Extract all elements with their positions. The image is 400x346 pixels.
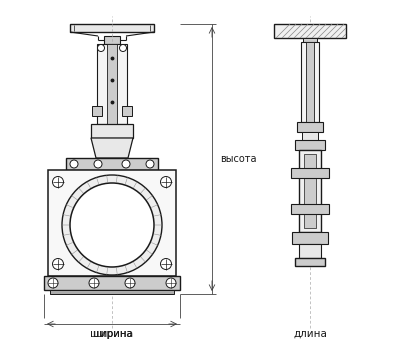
Bar [107, 44, 117, 124]
Bar [97, 44, 127, 124]
Circle shape [89, 278, 99, 288]
Circle shape [120, 45, 126, 52]
Text: ширина: ширина [90, 329, 134, 339]
Bar [303, 38, 317, 42]
Bar [274, 24, 346, 38]
Bar [92, 106, 102, 116]
Bar [295, 258, 325, 266]
Bar [295, 140, 325, 150]
Bar [70, 24, 154, 32]
Circle shape [125, 278, 135, 288]
Bar [299, 244, 321, 258]
Bar [91, 124, 133, 138]
Bar [291, 204, 329, 214]
Circle shape [94, 160, 102, 168]
Bar [299, 150, 321, 232]
Circle shape [160, 176, 172, 188]
Circle shape [62, 175, 162, 275]
Bar [291, 168, 329, 178]
Circle shape [70, 160, 78, 168]
Text: высота: высота [220, 154, 256, 164]
Bar [44, 276, 180, 290]
Circle shape [48, 278, 58, 288]
Circle shape [52, 176, 64, 188]
Circle shape [52, 258, 64, 270]
Bar [297, 122, 323, 132]
Bar [48, 170, 176, 276]
Circle shape [166, 278, 176, 288]
Bar [104, 36, 120, 44]
Bar [301, 42, 319, 122]
Bar [304, 154, 316, 228]
Bar [66, 158, 158, 170]
Circle shape [146, 160, 154, 168]
Bar [302, 132, 318, 140]
Bar [292, 232, 328, 244]
Bar [50, 290, 174, 294]
Circle shape [160, 258, 172, 270]
Polygon shape [91, 138, 133, 158]
Bar [122, 106, 132, 116]
Bar [306, 42, 314, 122]
Circle shape [70, 183, 154, 267]
Circle shape [98, 45, 104, 52]
Circle shape [122, 160, 130, 168]
Text: ширина: ширина [92, 329, 132, 339]
Text: длина: длина [293, 329, 327, 339]
